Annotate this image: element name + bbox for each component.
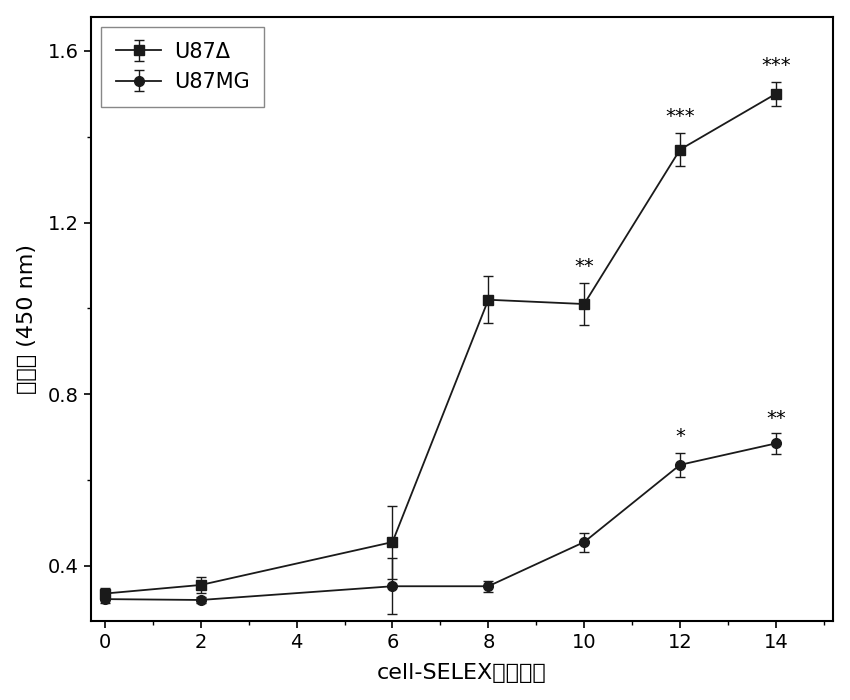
Text: *: * <box>675 428 685 447</box>
Text: **: ** <box>575 257 594 276</box>
Y-axis label: 吸收度 (450 nm): 吸收度 (450 nm) <box>17 244 37 394</box>
X-axis label: cell-SELEX筛选轮数: cell-SELEX筛选轮数 <box>377 664 547 683</box>
Text: ***: *** <box>761 55 790 75</box>
Legend: U87Δ, U87MG: U87Δ, U87MG <box>101 27 264 106</box>
Text: **: ** <box>766 409 785 428</box>
Text: ***: *** <box>666 107 694 126</box>
